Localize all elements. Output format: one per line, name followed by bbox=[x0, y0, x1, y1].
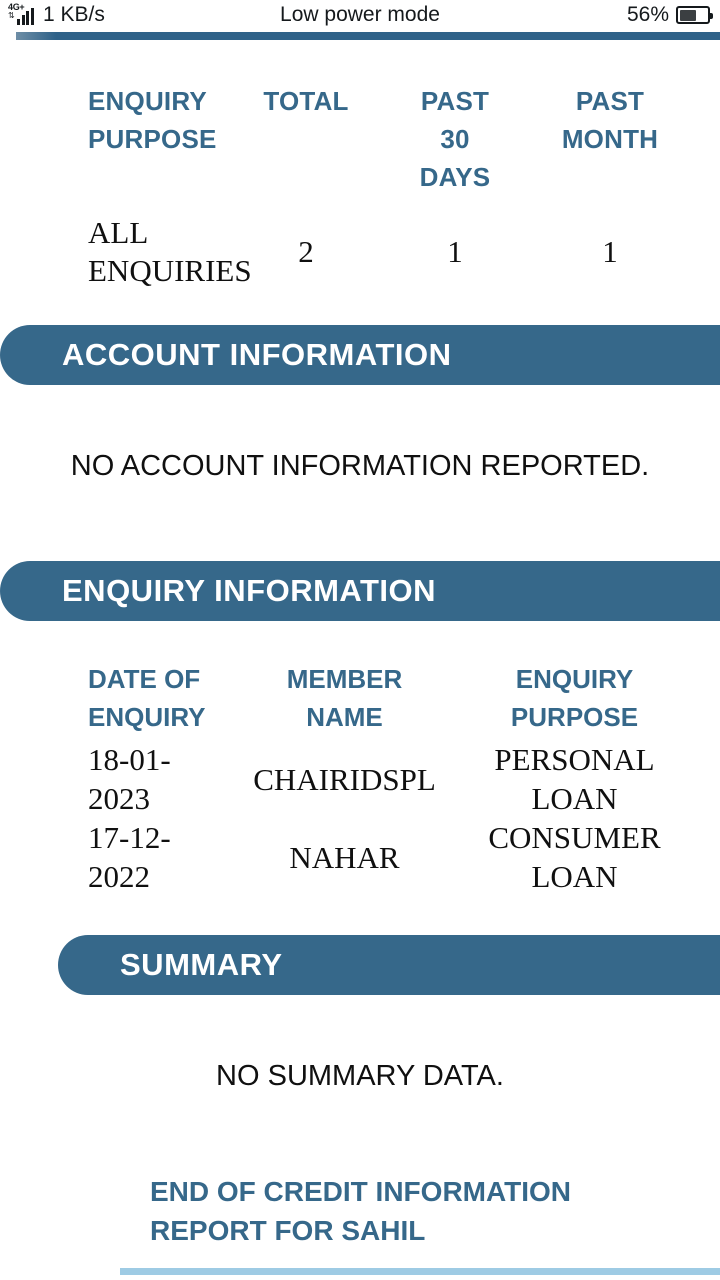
end-note-line: REPORT FOR SAHIL bbox=[150, 1215, 426, 1246]
battery-icon bbox=[676, 6, 713, 24]
cell-total: 2 bbox=[298, 234, 314, 269]
low-power-mode-label: Low power mode bbox=[280, 3, 440, 26]
section-banner-summary: SUMMARY bbox=[58, 935, 720, 995]
section-title: ACCOUNT INFORMATION bbox=[62, 337, 452, 372]
header-line: NAME bbox=[306, 702, 383, 732]
header-line: PAST bbox=[420, 86, 490, 116]
network-generation-label: 4G+ bbox=[8, 2, 25, 12]
cell-date-of-enquiry: 17-12- 2022 bbox=[0, 818, 222, 896]
end-note-line: END OF CREDIT INFORMATION bbox=[150, 1176, 572, 1207]
section-banner-enquiry-information: ENQUIRY INFORMATION bbox=[0, 561, 720, 621]
cell-line: 2022 bbox=[88, 859, 150, 894]
cell-enquiry-purpose: ALL ENQUIRIES bbox=[0, 214, 252, 290]
header-line: ENQUIRY bbox=[88, 86, 207, 116]
data-speed-label: 1 KB/s bbox=[43, 3, 105, 26]
enquiry-information-table: DATE OF ENQUIRY MEMBER NAME ENQUIRY PURP… bbox=[0, 660, 720, 896]
cell-line: ALL bbox=[88, 215, 149, 250]
table-header-row: ENQUIRY PURPOSE TOTAL PAST 30 DAYS PAST … bbox=[0, 82, 720, 196]
cell-line: 17-12- bbox=[88, 820, 171, 855]
battery-percent-label: 56% bbox=[626, 3, 669, 26]
bottom-divider-rule bbox=[120, 1268, 720, 1275]
cell-date-of-enquiry: 18-01- 2023 bbox=[0, 740, 222, 818]
status-bar: 4G+ ⇅ 1 KB/s Low power mode 56% bbox=[0, 0, 720, 30]
header-line: MEMBER bbox=[286, 664, 403, 694]
column-header-enquiry-purpose: ENQUIRY PURPOSE bbox=[0, 82, 232, 158]
header-line: MONTH bbox=[561, 124, 659, 154]
cell-past-30-days: 1 bbox=[447, 234, 463, 269]
column-header-total: TOTAL bbox=[232, 82, 380, 120]
cell-member-name: CHAIRIDSPL bbox=[253, 761, 436, 797]
table-row: 18-01- 2023 CHAIRIDSPL PERSONAL LOAN bbox=[0, 740, 720, 818]
header-line: DAYS bbox=[419, 162, 491, 192]
cell-line: 2023 bbox=[88, 781, 150, 816]
cell-enquiry-purpose: CONSUMER LOAN bbox=[467, 818, 682, 896]
header-line: 30 bbox=[440, 124, 470, 154]
section-title: SUMMARY bbox=[120, 947, 283, 982]
status-bar-left: 4G+ ⇅ 1 KB/s bbox=[8, 3, 105, 27]
enquiry-purpose-summary-table: ENQUIRY PURPOSE TOTAL PAST 30 DAYS PAST … bbox=[0, 82, 720, 290]
column-header-past-month: PAST MONTH bbox=[530, 82, 690, 158]
section-title: ENQUIRY INFORMATION bbox=[62, 573, 437, 608]
top-divider-rule bbox=[16, 32, 720, 40]
header-line: ENQUIRY bbox=[515, 664, 634, 694]
account-information-statement: NO ACCOUNT INFORMATION REPORTED. bbox=[70, 450, 650, 482]
header-line: TOTAL bbox=[263, 86, 349, 116]
header-line: ENQUIRY bbox=[88, 702, 206, 732]
cell-past-month: 1 bbox=[602, 234, 618, 269]
cell-member-name: NAHAR bbox=[289, 839, 400, 875]
header-line: PAST bbox=[575, 86, 645, 116]
column-header-member-name: MEMBER NAME bbox=[222, 660, 467, 736]
end-of-report-note: END OF CREDIT INFORMATION REPORT FOR SAH… bbox=[150, 1172, 670, 1250]
column-header-enquiry-purpose: ENQUIRY PURPOSE bbox=[467, 660, 682, 736]
cell-line: ENQUIRIES bbox=[88, 253, 252, 288]
cell-line: PERSONAL bbox=[494, 742, 655, 777]
summary-statement: NO SUMMARY DATA. bbox=[216, 1060, 504, 1092]
signal-bars-icon: 4G+ ⇅ bbox=[8, 3, 38, 27]
section-banner-account-information: ACCOUNT INFORMATION bbox=[0, 325, 720, 385]
header-line: PURPOSE bbox=[88, 124, 217, 154]
header-line: PURPOSE bbox=[510, 702, 639, 732]
table-row: ALL ENQUIRIES 2 1 1 bbox=[0, 214, 720, 290]
header-line: DATE OF bbox=[88, 664, 201, 694]
cell-enquiry-purpose: PERSONAL LOAN bbox=[467, 740, 682, 818]
table-header-row: DATE OF ENQUIRY MEMBER NAME ENQUIRY PURP… bbox=[0, 660, 720, 736]
cell-line: LOAN bbox=[531, 859, 618, 894]
signal-strength-bars bbox=[17, 8, 34, 25]
column-header-date-of-enquiry: DATE OF ENQUIRY bbox=[0, 660, 222, 736]
table-row: 17-12- 2022 NAHAR CONSUMER LOAN bbox=[0, 818, 720, 896]
data-transfer-arrows-icon: ⇅ bbox=[8, 11, 15, 20]
cell-line: LOAN bbox=[531, 781, 618, 816]
column-header-past-30-days: PAST 30 DAYS bbox=[380, 82, 530, 196]
cell-line: CONSUMER bbox=[488, 820, 661, 855]
status-bar-right: 56% bbox=[626, 3, 713, 27]
cell-line: 18-01- bbox=[88, 742, 171, 777]
